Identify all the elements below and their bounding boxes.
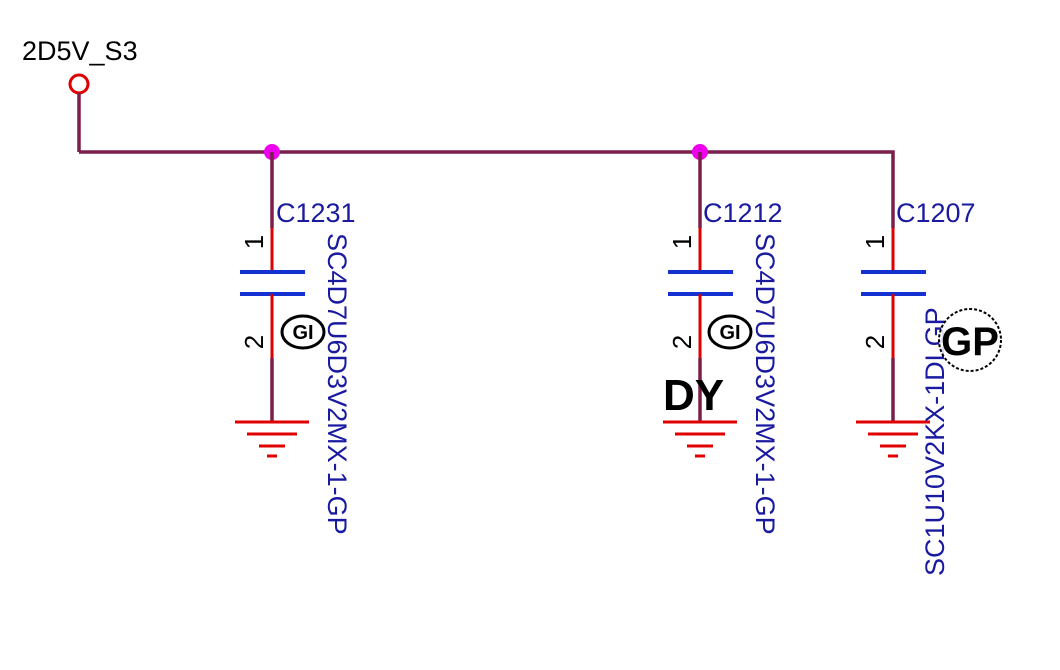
cap-ref-label: C1212 bbox=[703, 198, 783, 228]
svg-text:GI: GI bbox=[719, 322, 740, 344]
power-net-label: 2D5V_S3 bbox=[22, 36, 138, 66]
ground-icon bbox=[235, 420, 309, 458]
svg-text:GI: GI bbox=[292, 322, 313, 344]
cap-ref-label: C1231 bbox=[276, 198, 356, 228]
dy-stamp: DY bbox=[663, 371, 724, 420]
pin1-number: 1 bbox=[860, 235, 890, 249]
capacitor-c1207[interactable]: C1207 1 2 SC1U10V2KX-1DLGP GP bbox=[856, 198, 1002, 576]
gp-badge-icon: GP bbox=[938, 308, 1002, 372]
capacitor-c1212[interactable]: C1212 1 2 SC4D7U6D3V2MX-1-GP GI DY bbox=[663, 152, 783, 535]
capacitor-c1231[interactable]: C1231 1 2 SC4D7U6D3V2MX-1-GP GI bbox=[235, 152, 356, 535]
power-port-icon[interactable] bbox=[68, 73, 90, 95]
pin2-number: 2 bbox=[667, 335, 697, 349]
ground-icon bbox=[663, 420, 737, 458]
ground-icon bbox=[856, 420, 930, 458]
cap-value-label: SC4D7U6D3V2MX-1-GP bbox=[322, 233, 352, 535]
pin1-number: 1 bbox=[239, 235, 269, 249]
svg-text:GP: GP bbox=[941, 320, 999, 364]
power-bus-wire bbox=[79, 150, 895, 228]
gi-badge-icon: GI bbox=[707, 314, 753, 350]
pin1-number: 1 bbox=[667, 235, 697, 249]
gi-badge-icon: GI bbox=[280, 314, 326, 350]
pin2-number: 2 bbox=[860, 335, 890, 349]
cap-value-label: SC4D7U6D3V2MX-1-GP bbox=[750, 233, 780, 535]
cap-ref-label: C1207 bbox=[896, 198, 976, 228]
pin2-number: 2 bbox=[239, 335, 269, 349]
